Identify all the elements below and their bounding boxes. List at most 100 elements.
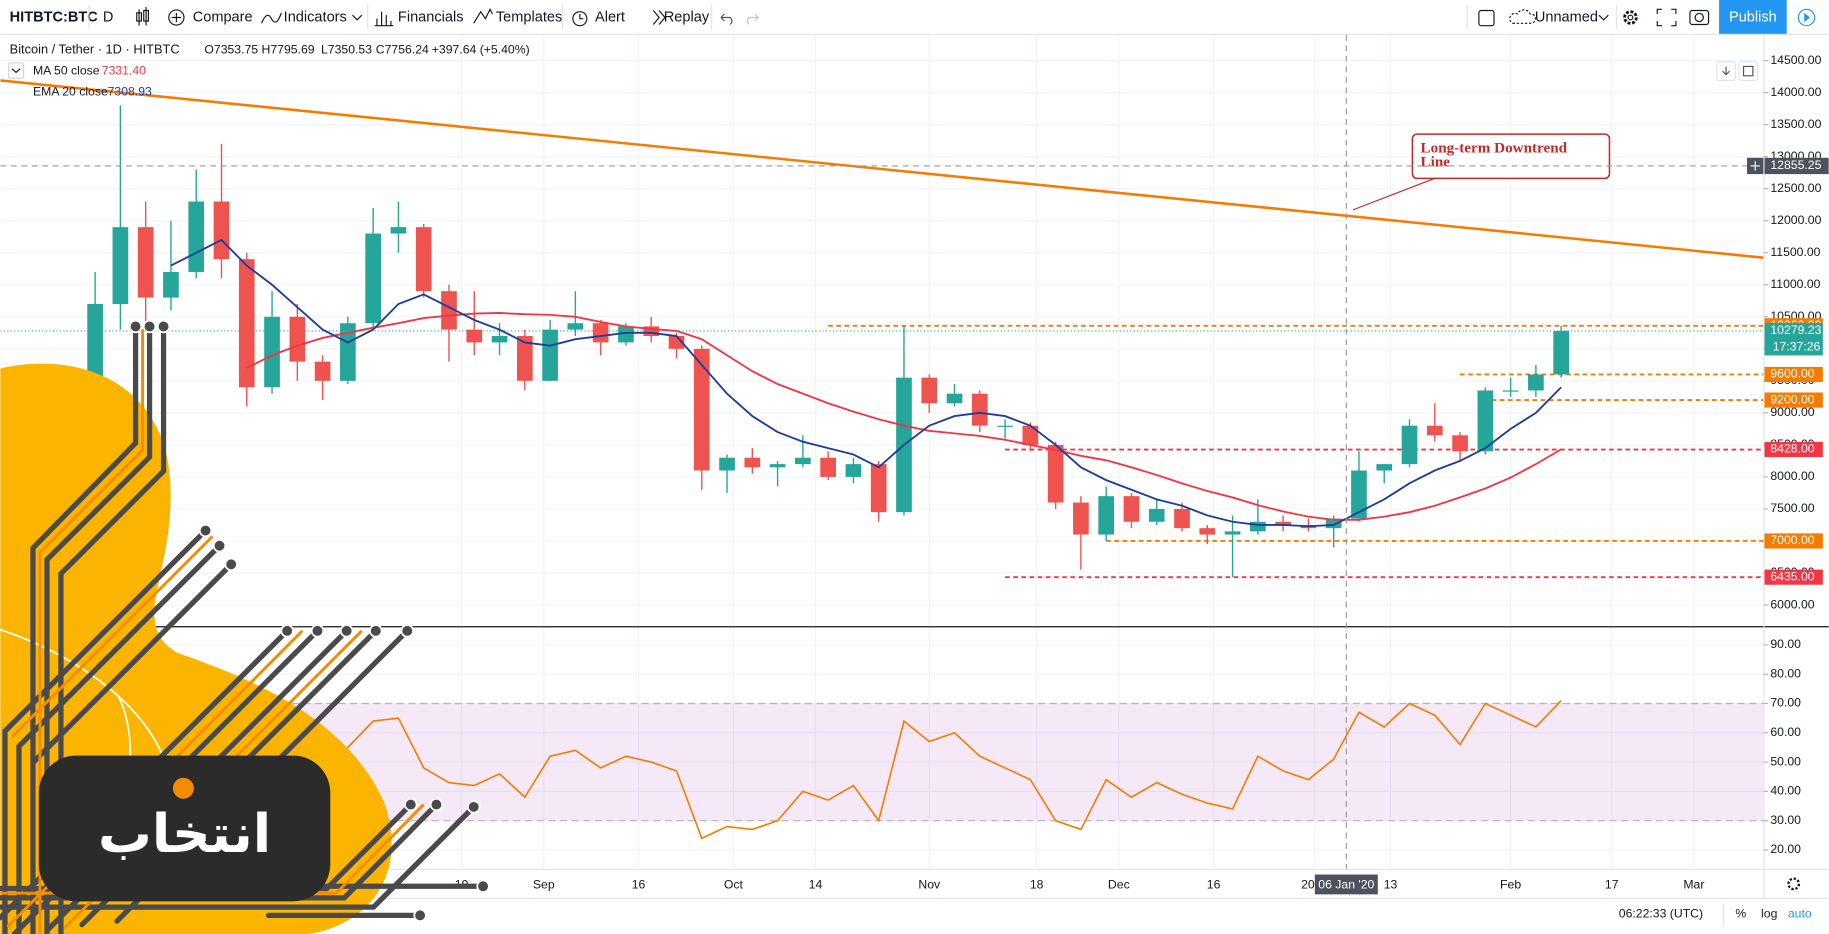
settings-button[interactable] (1623, 10, 1638, 25)
crosshair-y-tag (1764, 157, 1829, 175)
annotation-text: Line (1421, 154, 1451, 171)
y-tick-label: 12500.00 (1770, 181, 1821, 195)
templates-button[interactable]: Templates (496, 9, 562, 25)
ohlc-close: C7756.24 (376, 42, 429, 56)
auto-toggle[interactable]: auto (1788, 906, 1812, 920)
snapshot-button[interactable] (1689, 9, 1710, 26)
legend-toggle[interactable] (7, 62, 25, 79)
candle-body (1351, 470, 1367, 519)
candle-body (1199, 528, 1216, 535)
clock-hands (579, 13, 584, 20)
play-icon (1804, 12, 1811, 23)
price-tag-label: 6435.00 (1770, 569, 1814, 583)
x-tick-label: 17 (1605, 877, 1619, 891)
candle-body (946, 393, 963, 404)
redo-button[interactable] (746, 13, 759, 25)
grid (0, 34, 1764, 869)
ema-legend[interactable]: EMA 20 close (33, 84, 108, 98)
axis-settings[interactable] (1787, 877, 1801, 891)
y-tick-label: 60.00 (1770, 725, 1801, 739)
publish-label: Publish (1729, 9, 1777, 25)
candle-body (87, 303, 103, 388)
logo-box (38, 755, 331, 902)
trend-line (0, 79, 1764, 259)
indicators-button[interactable]: Indicators (284, 9, 347, 25)
crosshair-y-label: 12855.25 (1770, 158, 1821, 172)
candle-body (567, 323, 584, 330)
y-tick-label: 11500.00 (1770, 245, 1820, 259)
x-tick-label: Oct (724, 877, 744, 891)
candle-body (971, 393, 988, 426)
clock: 06:22:33 (UTC) (1619, 906, 1703, 920)
x-tick-label: Nov (918, 877, 941, 891)
watermark: انتخاب (0, 319, 490, 934)
candle-body (1047, 444, 1064, 503)
y-tick-label: 11000.00 (1770, 277, 1820, 291)
candle-body (441, 291, 457, 330)
price-tag-label: 7000.00 (1770, 533, 1814, 547)
y-tick-label: 7500.00 (1770, 501, 1814, 515)
settings-center (1627, 14, 1634, 21)
log-toggle[interactable]: log (1761, 906, 1778, 920)
financials-icon (374, 11, 394, 27)
y-tick-label: 12000.00 (1770, 213, 1821, 227)
alert-button[interactable]: Alert (595, 9, 625, 25)
layout-checkbox[interactable] (1478, 9, 1495, 27)
publish-button[interactable] (1719, 0, 1787, 34)
candle-body (592, 323, 609, 343)
arrow-icon (1722, 66, 1730, 76)
annotation-pointer (1352, 177, 1435, 211)
candle-body (870, 464, 887, 513)
legend: Bitcoin / Tether · 1D · HITBTC O7353.75 … (7, 42, 530, 98)
compare-button[interactable]: Compare (193, 9, 253, 25)
candle-body (415, 227, 432, 292)
plus-icon (171, 12, 182, 23)
symbol-search[interactable]: HITBTC:BTC (10, 9, 99, 25)
x-tick-label: Mar (1683, 877, 1704, 891)
candle-body (1275, 521, 1291, 525)
fullscreen-button[interactable] (1656, 8, 1677, 27)
ma-legend[interactable]: MA 50 close (33, 63, 100, 77)
candle-body (1174, 508, 1190, 529)
ema-legend-value: 7308.93 (108, 84, 152, 98)
replay-button[interactable]: Replay (664, 9, 710, 25)
countdown-label: 17:37:26 (1773, 340, 1821, 354)
candle-body (1376, 464, 1393, 471)
financials-button[interactable]: Financials (398, 9, 464, 25)
bitcoin-badge (172, 777, 194, 799)
crosshair-x-label: 06 Jan '20 (1318, 877, 1374, 891)
candle-body (820, 457, 836, 477)
percent-toggle[interactable]: % (1735, 906, 1746, 920)
chart-type-icon[interactable] (136, 6, 149, 26)
candle-body (1401, 425, 1418, 465)
candle-body (390, 227, 407, 234)
compare-icon (168, 9, 185, 26)
price-tag (1764, 392, 1823, 408)
camera-lens (1694, 12, 1704, 23)
undo-button[interactable] (720, 13, 733, 25)
price-pane (0, 79, 1764, 579)
candle-body (163, 271, 179, 298)
toolbar: HITBTC:BTC D Compare Indicators Financia… (0, 0, 1829, 35)
ohlc-open: O7353.75 (204, 42, 258, 56)
candle-body (365, 233, 381, 324)
candle-body (1148, 508, 1165, 522)
chevron-icon[interactable] (1598, 14, 1609, 21)
candle-body (1224, 531, 1241, 535)
ma-legend-value: 7331.40 (102, 63, 146, 77)
x-tick-label: Dec (1108, 877, 1130, 891)
replay-icon (652, 10, 666, 25)
chevron-icon[interactable] (352, 14, 363, 21)
plus-icon (1750, 161, 1760, 171)
layout-name[interactable]: Unnamed (1535, 9, 1598, 25)
price-tag-label: 9200.00 (1770, 392, 1814, 406)
y-tick-label: 8000.00 (1770, 469, 1814, 483)
play-button[interactable] (1797, 8, 1816, 27)
last-price-tag (1764, 322, 1823, 356)
interval[interactable]: D (103, 9, 114, 25)
y-tick-label: 90.00 (1770, 637, 1801, 651)
x-tick-label: 16 (1207, 877, 1221, 891)
maximize-button[interactable] (1738, 61, 1759, 82)
candle-body (466, 329, 483, 343)
circuit-nodes (128, 319, 490, 923)
